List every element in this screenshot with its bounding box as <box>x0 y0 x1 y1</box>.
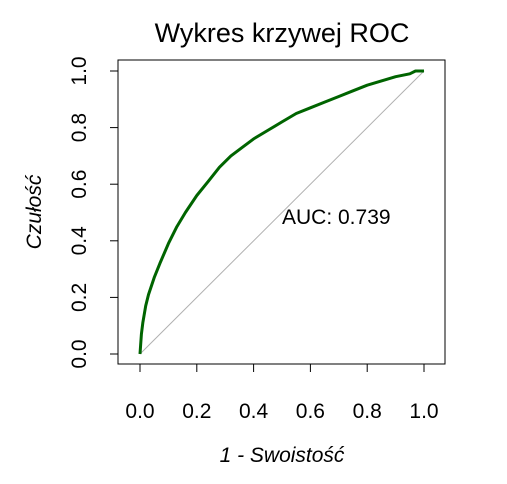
y-tick-label: 0.0 <box>68 339 91 368</box>
x-tick-label: 0.8 <box>353 400 382 423</box>
x-tick-label: 0.2 <box>182 400 211 423</box>
y-tick-label: 0.8 <box>68 113 91 142</box>
auc-annotation: AUC: 0.739 <box>282 206 391 229</box>
x-axis-label: 1 - Swoistość <box>220 444 345 467</box>
x-tick-label: 1.0 <box>409 400 438 423</box>
x-axis: 0.0 0.2 0.4 0.6 0.8 1.0 <box>125 364 438 423</box>
chart-title: Wykres krzywej ROC <box>155 18 410 48</box>
y-axis: 0.0 0.2 0.4 0.6 0.8 1.0 <box>68 56 118 368</box>
y-tick-label: 0.2 <box>68 283 91 312</box>
y-tick-label: 0.6 <box>68 170 91 199</box>
y-axis-label: Czułość <box>23 174 46 249</box>
x-tick-label: 0.0 <box>125 400 154 423</box>
y-tick-label: 1.0 <box>68 56 91 85</box>
x-tick-label: 0.6 <box>296 400 325 423</box>
x-tick-label: 0.4 <box>239 400 269 423</box>
y-tick-label: 0.4 <box>68 226 91 256</box>
